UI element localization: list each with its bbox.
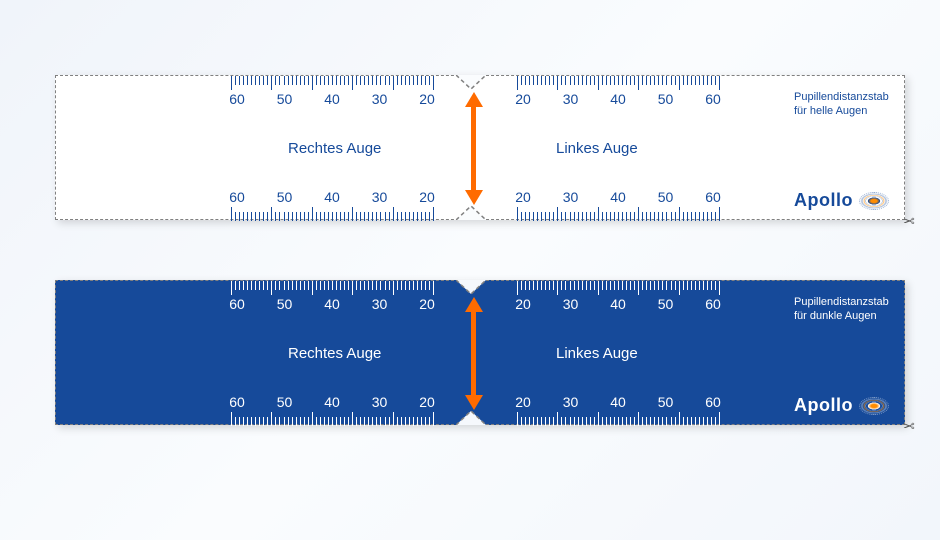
ruler-left-top [517, 76, 719, 90]
ruler-left-top [517, 281, 719, 295]
card-description: Pupillendistanzstab für dunkle Augen [794, 295, 889, 324]
notch-bottom-dash [456, 205, 486, 220]
logo-eye-icon [859, 192, 889, 210]
scale-labels-right-top: 6050403020 [226, 296, 438, 312]
ruler-left-bottom [517, 207, 719, 221]
pd-ruler-card-light: 6050403020 2030405060 Rechtes Auge Linke… [55, 75, 905, 220]
card-description: Pupillendistanzstab für helle Augen [794, 90, 889, 119]
scale-labels-right-bottom: 6050403020 [226, 189, 438, 205]
left-eye-label: Linkes Auge [556, 140, 638, 157]
center-arrow-icon [469, 297, 478, 410]
ruler-left-bottom [517, 412, 719, 426]
apollo-logo: Apollo [794, 190, 889, 211]
scale-labels-right-bottom: 6050403020 [226, 394, 438, 410]
ruler-right-bottom [231, 207, 433, 221]
notch-top-dash [456, 280, 486, 295]
ruler-right-bottom [231, 412, 433, 426]
scissor-icon: ✂ [903, 213, 915, 230]
scale-labels-left-bottom: 2030405060 [512, 394, 724, 410]
right-eye-label: Rechtes Auge [288, 140, 381, 157]
logo-text: Apollo [794, 395, 853, 416]
scissor-icon: ✂ [903, 418, 915, 435]
ruler-right-top [231, 76, 433, 90]
right-eye-label: Rechtes Auge [288, 345, 381, 362]
logo-eye-icon [859, 397, 889, 415]
notch-top-dash [456, 75, 486, 90]
notch-bottom-dash [456, 410, 486, 425]
scale-labels-left-bottom: 2030405060 [512, 189, 724, 205]
pd-ruler-card-dark: 6050403020 2030405060 Rechtes Auge Linke… [55, 280, 905, 425]
logo-text: Apollo [794, 190, 853, 211]
ruler-right-top [231, 281, 433, 295]
scale-labels-right-top: 6050403020 [226, 91, 438, 107]
scale-labels-left-top: 2030405060 [512, 91, 724, 107]
left-eye-label: Linkes Auge [556, 345, 638, 362]
apollo-logo: Apollo [794, 395, 889, 416]
center-arrow-icon [469, 92, 478, 205]
scale-labels-left-top: 2030405060 [512, 296, 724, 312]
